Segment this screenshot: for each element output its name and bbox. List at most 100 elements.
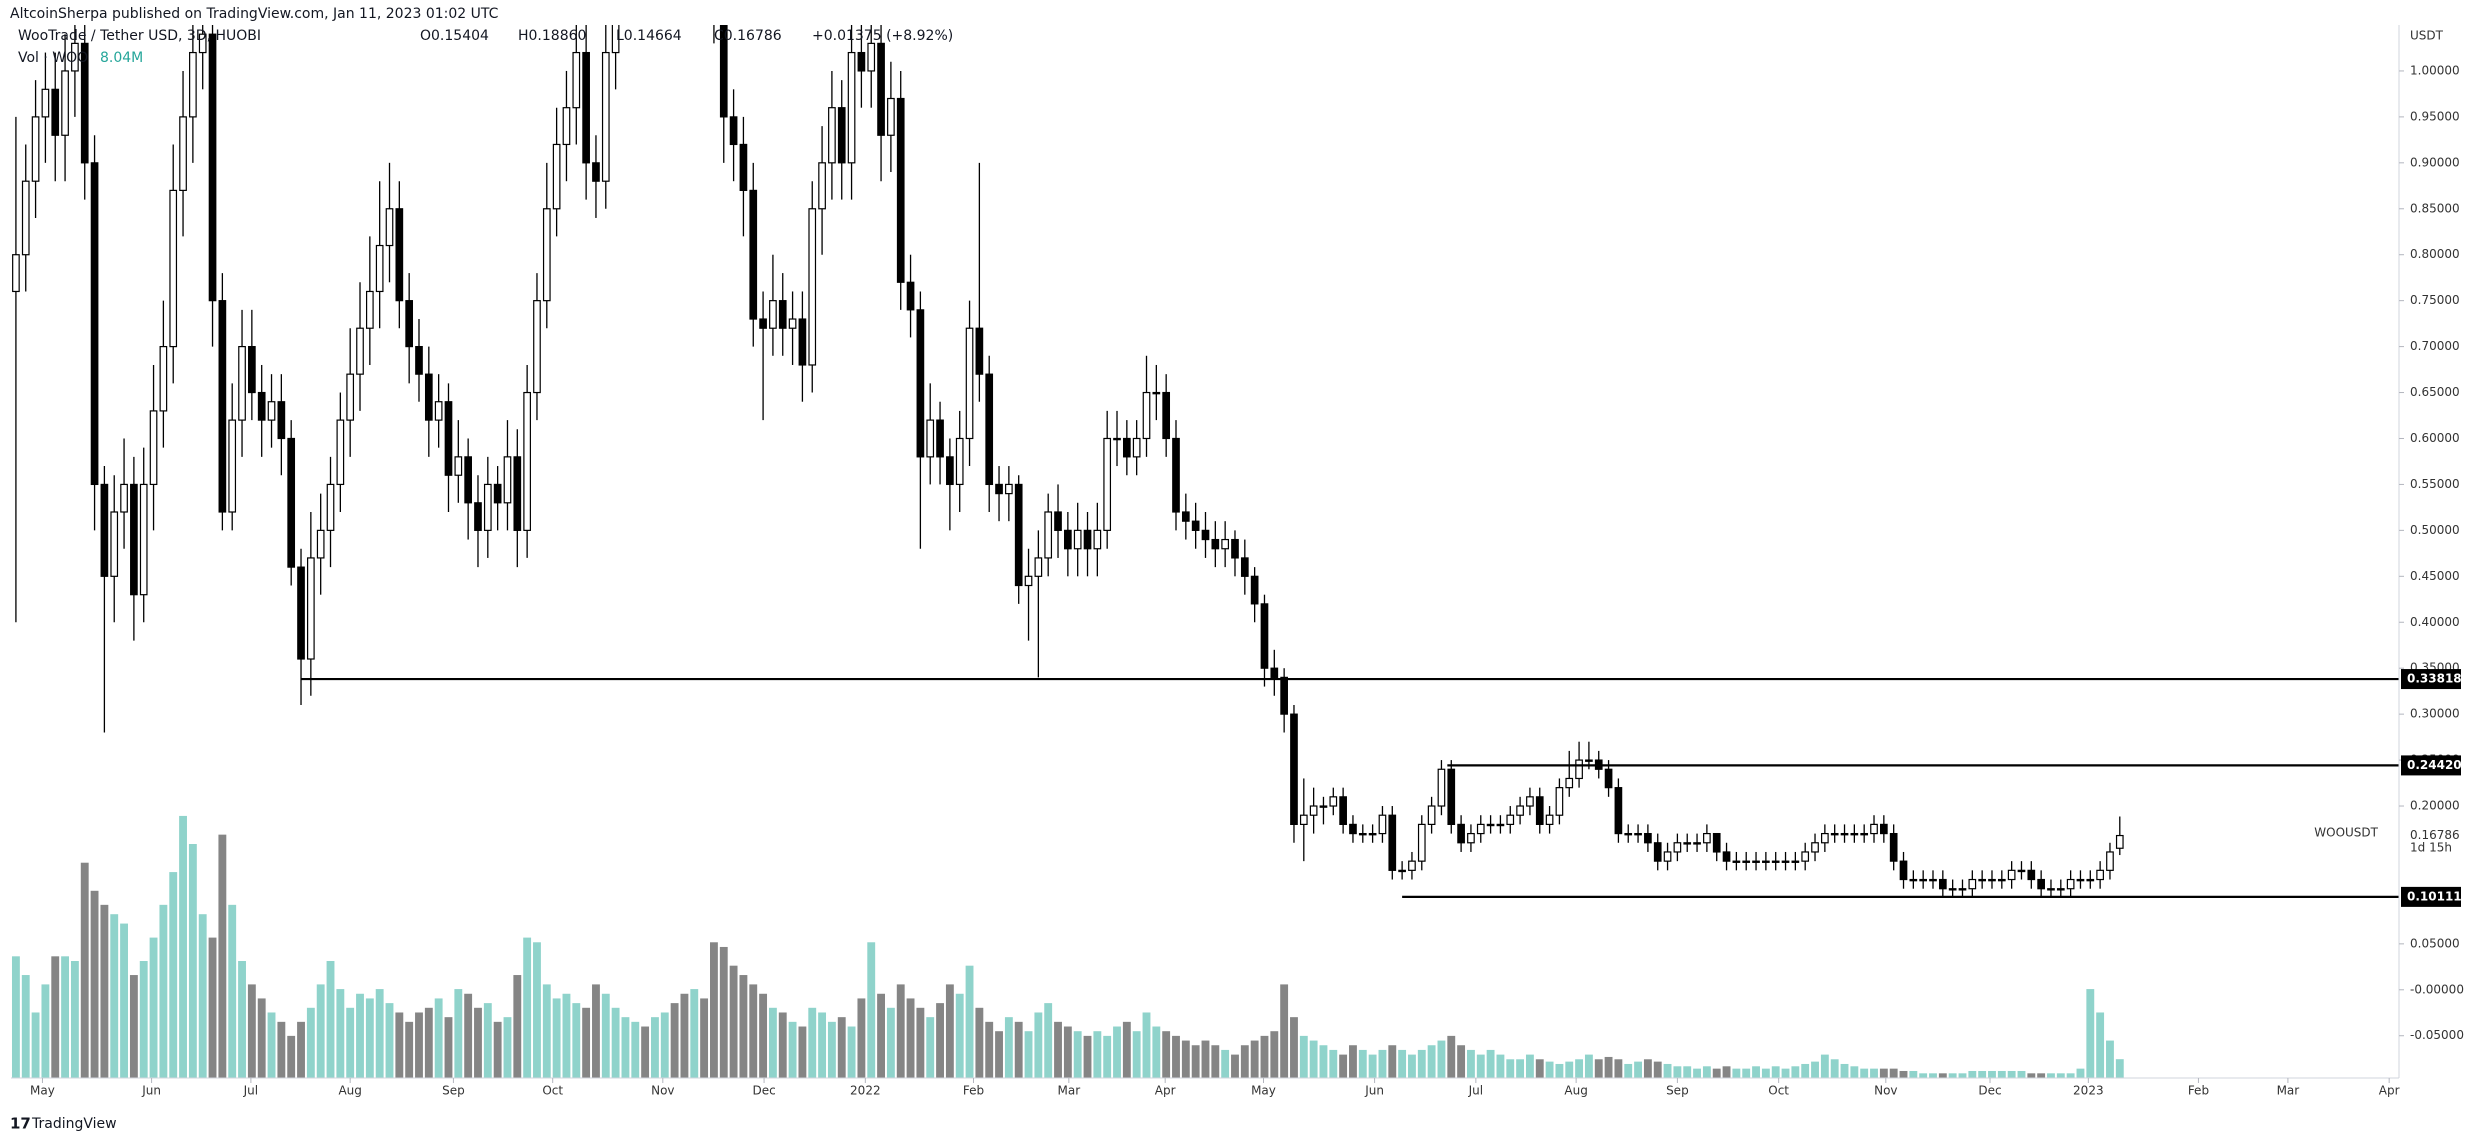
volume-bar [552, 998, 561, 1078]
candle-body [1408, 860, 1416, 871]
volume-bar [562, 993, 571, 1078]
volume-bar [1467, 1049, 1475, 1078]
candle-body [483, 483, 492, 531]
candle-body [130, 483, 138, 596]
candle-body [1486, 823, 1495, 827]
volume-bar [1290, 1017, 1298, 1078]
y-tick-label: 0.05000 [2410, 936, 2460, 950]
candle-body [2007, 869, 2016, 881]
candle-body [1978, 878, 1987, 882]
volume-bar [1417, 1049, 1426, 1078]
volume-bar [936, 1003, 944, 1078]
volume-bar [1545, 1061, 1554, 1078]
volume-bar [1840, 1063, 1849, 1078]
volume-bar [2096, 1012, 2105, 1078]
candle-body [1880, 823, 1888, 835]
candle-body [90, 162, 99, 486]
candle-body [926, 419, 935, 458]
volume-bar [100, 904, 109, 1078]
candle-body [769, 300, 777, 329]
candle-body [1762, 860, 1770, 863]
candle-body [1712, 832, 1721, 853]
candle-body [828, 107, 836, 164]
volume-bar [1476, 1054, 1485, 1078]
candle-body [12, 254, 20, 293]
volume-bar [1054, 1021, 1062, 1078]
candle-body [867, 42, 876, 72]
volume-bar [651, 1017, 659, 1078]
volume-bar [474, 1007, 482, 1078]
candle-body [1270, 667, 1279, 678]
volume-bar [877, 993, 885, 1078]
volume-bar [896, 984, 905, 1078]
volume-bar [739, 975, 748, 1078]
volume-bar [208, 937, 217, 1078]
candle-body [1742, 860, 1751, 863]
candle-body [788, 318, 797, 329]
volume-bar [336, 989, 345, 1078]
volume-bar [454, 989, 463, 1078]
volume-bar [1083, 1035, 1092, 1078]
candle-body [120, 483, 128, 513]
volume-bar [365, 998, 374, 1078]
candle-body [100, 483, 109, 577]
volume-bar [1742, 1068, 1751, 1078]
candle-body [592, 162, 600, 182]
volume-bar [2106, 1040, 2114, 1078]
candle-body [1260, 603, 1269, 669]
volume-bar [1614, 1059, 1623, 1078]
candle-body [1870, 823, 1878, 835]
volume-bar [493, 1021, 502, 1078]
volume-bar [1201, 1040, 1210, 1078]
volume-bar [1329, 1049, 1338, 1078]
candle-body [1771, 860, 1780, 863]
x-tick-label: Jun [1364, 1084, 1384, 1098]
volume-bar [356, 993, 364, 1078]
volume-bar [1820, 1054, 1829, 1078]
candle-body [552, 143, 561, 210]
volume-bar [1722, 1066, 1731, 1078]
candle-body [1044, 511, 1053, 559]
volume-bar [1408, 1054, 1416, 1078]
volume-bar [759, 993, 768, 1078]
candle-body [1319, 805, 1328, 808]
candle-body [778, 300, 787, 329]
candle-body [1467, 832, 1475, 844]
volume-bar [1299, 1035, 1308, 1078]
candle-body [424, 373, 433, 421]
volume-bar [965, 965, 974, 1078]
candle-body [1997, 878, 2006, 882]
volume-bar [798, 1026, 807, 1078]
candle-body [287, 437, 296, 568]
y-tick-label: 0.40000 [2410, 615, 2460, 629]
candle-body [965, 327, 974, 440]
volume-bar [1172, 1035, 1180, 1078]
level-label-box [2401, 886, 2461, 907]
x-tick-label: Nov [651, 1084, 674, 1098]
candle-body [1585, 759, 1593, 762]
volume-bar [1594, 1059, 1603, 1078]
candle-body [2115, 834, 2124, 849]
candle-body [31, 116, 40, 182]
candle-body [238, 345, 246, 421]
candle-body [1840, 832, 1849, 836]
y-tick-label: 0.60000 [2410, 431, 2460, 445]
candle-body [1850, 832, 1859, 836]
candle-body [346, 373, 355, 421]
candle-body [1614, 787, 1623, 835]
volume-bar [483, 1003, 492, 1078]
candle-body [847, 51, 856, 164]
candle-body [1329, 796, 1338, 807]
y-tick-label: 0.65000 [2410, 385, 2460, 399]
candle-body [189, 51, 197, 118]
candle-body [1427, 805, 1436, 825]
volume-bar [523, 937, 532, 1078]
candle-body [887, 97, 895, 136]
volume-bar [1516, 1059, 1525, 1078]
x-tick-label: Sep [442, 1084, 465, 1098]
candle-body [1781, 860, 1790, 863]
candle-body [1014, 483, 1023, 587]
candle-body [71, 42, 79, 72]
level-label-box [2401, 669, 2461, 690]
volume-bar [1378, 1049, 1387, 1078]
